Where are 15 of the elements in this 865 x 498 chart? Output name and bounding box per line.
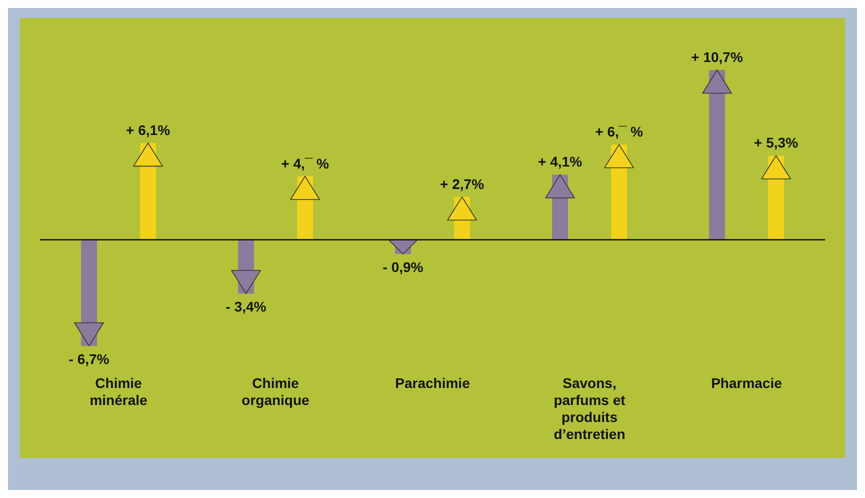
data-label: + 2,7% [440, 176, 485, 192]
data-label: + 6,¯ % [595, 124, 644, 140]
data-label: + 10,7% [691, 49, 744, 66]
data-label: + 6,1% [126, 122, 171, 138]
data-label: + 4,¯ % [281, 155, 330, 172]
x-tick-label: Chimie minérale [90, 375, 148, 408]
x-tick-label: Chimie organique [242, 375, 310, 408]
data-label: - 0,9% [382, 258, 424, 275]
x-tick-label: Savons, parfums et produits d’entretien [554, 375, 626, 442]
data-label: + 5,3% [754, 134, 799, 151]
data-label: - 3,4% [226, 298, 267, 315]
data-label: - 6,7% [68, 350, 110, 367]
data-label: + 4,1% [538, 154, 583, 170]
x-tick-label: Parachimie [395, 375, 470, 391]
x-tick-label: Pharmacie [711, 375, 782, 391]
